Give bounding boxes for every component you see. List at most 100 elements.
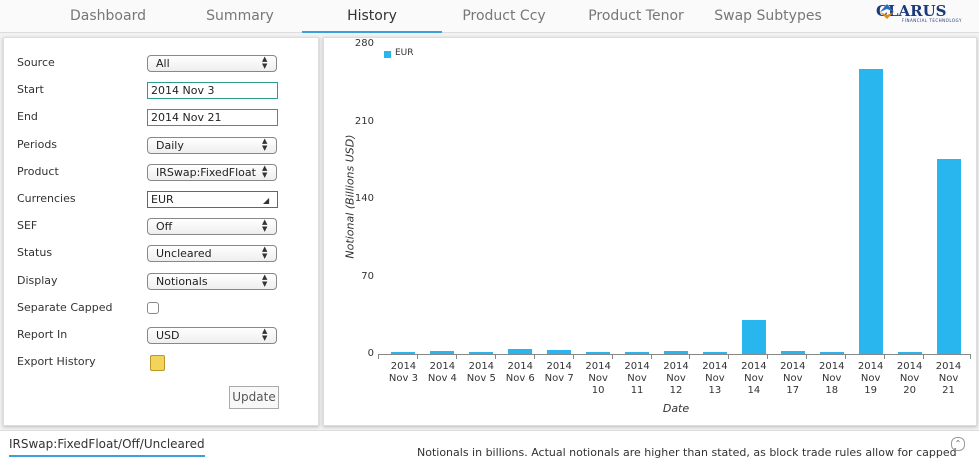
x-tick: [923, 354, 925, 359]
field-select[interactable]: IRSwap:FixedFloat: [147, 163, 277, 181]
bar: [897, 351, 922, 354]
bar: [469, 351, 494, 354]
x-axis: [378, 354, 970, 355]
x-tick: [378, 354, 379, 359]
tab-bar: [0, 0, 979, 33]
field-label: Product: [17, 164, 59, 178]
select-arrow: ▲ ▼: [262, 245, 268, 261]
x-tick: [884, 354, 886, 359]
x-tick: [455, 354, 457, 359]
logo-mark: [878, 2, 896, 20]
update-button[interactable]: Update: [229, 386, 279, 409]
x-tick-label: 2014 Nov 18: [818, 361, 845, 396]
field-label: Source: [17, 56, 55, 69]
x-tick: [572, 354, 574, 359]
select-arrow: ▲ ▼: [262, 163, 268, 179]
x-tick-label: 2014 Nov 13: [702, 361, 728, 396]
footer-note: Notionals in billions. Actual notionals …: [417, 446, 957, 459]
bar: [819, 351, 844, 354]
field-label: End: [17, 110, 38, 124]
x-tick: [494, 354, 496, 359]
bar: [586, 352, 611, 354]
x-tick-label: 2014 Nov 6: [505, 361, 535, 384]
field-label: Start: [17, 83, 44, 97]
x-tick: [970, 354, 971, 359]
x-tick-label: 2014 Nov 14: [741, 361, 767, 396]
bar: [780, 350, 805, 354]
x-axis-label: Date: [662, 402, 690, 415]
export-icon[interactable]: [150, 355, 165, 372]
field-input[interactable]: 2014 Nov 3: [147, 82, 278, 100]
x-tick: [767, 354, 769, 359]
x-tick-label: 2014 Nov 11: [624, 361, 650, 396]
field-select[interactable]: Off: [147, 218, 277, 236]
legend-label: EUR: [395, 48, 414, 58]
field-label: Currencies: [17, 192, 76, 205]
bar: [858, 69, 883, 354]
tab[interactable]: Summary: [206, 8, 274, 24]
bar: [702, 351, 727, 354]
footer: [0, 430, 979, 464]
x-tick: [416, 354, 418, 359]
y-tick-label: 210: [354, 115, 374, 127]
tab[interactable]: Dashboard: [70, 8, 146, 24]
x-tick-label: 2014 Nov 4: [427, 361, 457, 384]
bar: [664, 351, 688, 354]
y-tick-label: 280: [354, 38, 374, 49]
select-arrow: ▲ ▼: [262, 327, 268, 342]
x-tick-label: 2014 Nov 12: [663, 361, 689, 396]
field-input[interactable]: 2014 Nov 21: [147, 109, 278, 127]
bar: [391, 351, 416, 354]
field-select[interactable]: USD: [147, 327, 277, 344]
x-tick-label: 2014 Nov 17: [780, 361, 806, 396]
select-arrow: ▲ ▼: [262, 136, 268, 152]
footer-tab[interactable]: IRSwap:FixedFloat/Off/Uncleared: [9, 437, 205, 457]
select-arrow: ▲ ▼: [262, 272, 268, 288]
field-label: Separate Capped: [17, 300, 113, 314]
y-tick-label: 70: [361, 270, 374, 282]
field-label: SEF: [17, 219, 38, 233]
legend-swatch: [384, 51, 391, 58]
tab[interactable]: Product Tenor: [588, 8, 684, 24]
logo: CLARUS: [876, 2, 947, 20]
bar: [625, 352, 650, 354]
y-tick-label: 140: [354, 193, 374, 204]
y-tick-label: 0: [367, 348, 374, 359]
select-arrow: ▲ ▼: [262, 55, 268, 70]
collapse-button[interactable]: ⌃: [951, 437, 965, 451]
checkbox[interactable]: [147, 301, 159, 314]
tab[interactable]: Product Ccy: [462, 8, 546, 24]
field-select[interactable]: Uncleared: [147, 245, 277, 263]
field-label: Export History: [17, 355, 96, 369]
x-tick: [728, 354, 730, 359]
field-select[interactable]: All: [147, 55, 277, 72]
tab[interactable]: Swap Subtypes: [714, 8, 822, 24]
x-tick: [806, 354, 808, 359]
y-axis-label: Notional (Billions USD): [343, 134, 357, 259]
x-tick-label: 2014 Nov 20: [896, 361, 923, 396]
bar: [741, 319, 766, 354]
field-select[interactable]: Notionals: [147, 272, 277, 290]
x-tick: [533, 354, 535, 359]
field-select[interactable]: Daily: [147, 136, 277, 154]
x-tick-label: 2014 Nov 7: [544, 361, 574, 384]
x-tick: [611, 354, 613, 359]
tab[interactable]: History: [302, 0, 442, 33]
bar: [547, 350, 572, 354]
x-tick-label: 2014 Nov 21: [935, 361, 962, 396]
bar: [936, 159, 961, 354]
x-tick-label: 2014 Nov 3: [388, 361, 418, 384]
logo-tagline: FINANCIAL TECHNOLOGY: [902, 18, 962, 23]
bar: [508, 349, 533, 354]
x-tick: [650, 354, 652, 359]
bar: [430, 350, 455, 354]
field-label: Display: [17, 273, 58, 287]
field-label: Report In: [17, 328, 68, 341]
x-tick: [845, 354, 847, 359]
field-multi[interactable]: EUR: [147, 191, 278, 208]
field-label: Status: [17, 246, 53, 260]
field-label: Periods: [17, 137, 58, 151]
x-tick-label: 2014 Nov 10: [585, 361, 611, 396]
x-tick-label: 2014 Nov 5: [466, 361, 496, 384]
